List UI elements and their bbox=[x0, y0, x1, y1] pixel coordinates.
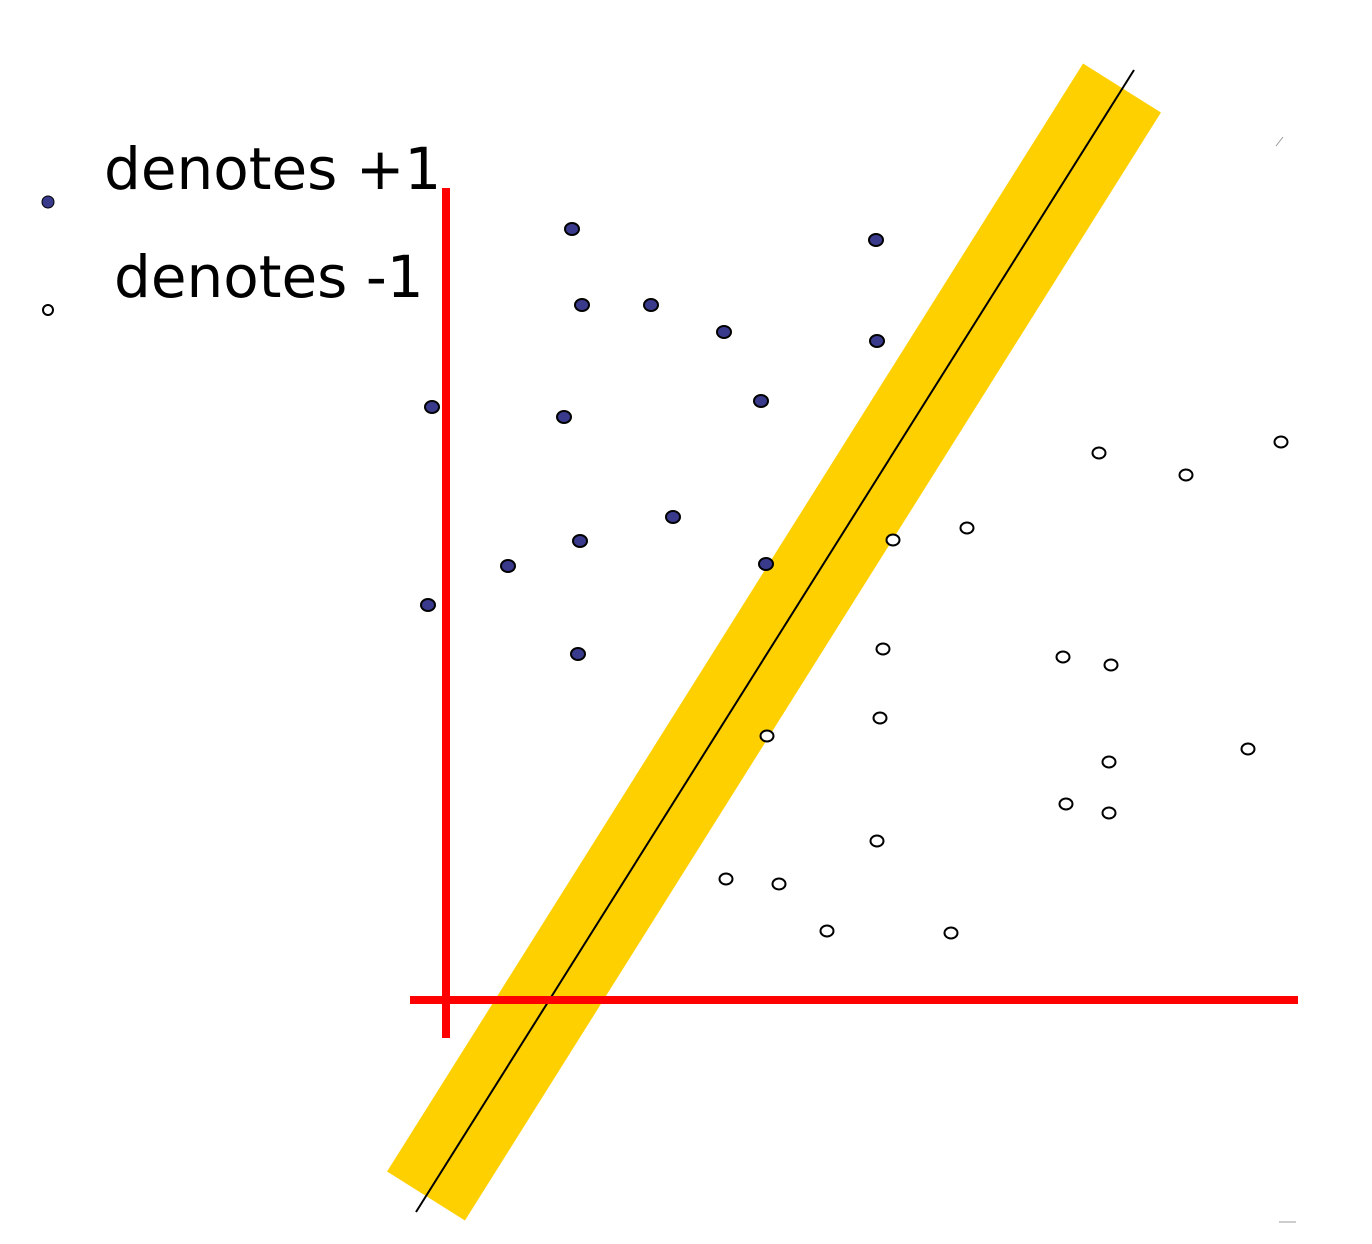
positive-point bbox=[564, 222, 580, 236]
legend-negative: denotes -1 bbox=[40, 243, 424, 316]
hollow-dot-icon bbox=[40, 269, 56, 316]
negative-point bbox=[819, 924, 835, 938]
positive-point bbox=[572, 534, 588, 548]
negative-point bbox=[959, 521, 975, 535]
negative-point bbox=[771, 877, 787, 891]
negative-point bbox=[869, 834, 885, 848]
positive-point bbox=[869, 334, 885, 348]
negative-point bbox=[1178, 468, 1194, 482]
negative-point bbox=[872, 711, 888, 725]
stray-mark bbox=[1275, 136, 1284, 147]
filled-dot-icon bbox=[40, 161, 56, 209]
positive-point bbox=[643, 298, 659, 312]
positive-point bbox=[556, 410, 572, 424]
legend-negative-label: denotes -1 bbox=[114, 243, 424, 311]
legend-positive-label: denotes +1 bbox=[104, 135, 442, 203]
positive-point bbox=[574, 298, 590, 312]
negative-point bbox=[1273, 435, 1289, 449]
legend-positive: denotes +1 bbox=[40, 135, 442, 209]
negative-point bbox=[885, 533, 901, 547]
positive-point bbox=[665, 510, 681, 524]
negative-point bbox=[1240, 742, 1256, 756]
negative-point bbox=[1101, 755, 1117, 769]
positive-point bbox=[500, 559, 516, 573]
negative-point bbox=[943, 926, 959, 940]
negative-point bbox=[1091, 446, 1107, 460]
negative-point bbox=[759, 729, 775, 743]
positive-point bbox=[420, 598, 436, 612]
positive-point bbox=[716, 325, 732, 339]
negative-point bbox=[875, 642, 891, 656]
positive-point bbox=[753, 394, 769, 408]
positive-point bbox=[424, 400, 440, 414]
positive-point bbox=[758, 557, 774, 571]
negative-point bbox=[1101, 806, 1117, 820]
negative-point bbox=[718, 872, 734, 886]
negative-point bbox=[1055, 650, 1071, 664]
positive-point bbox=[570, 647, 586, 661]
decision-boundary bbox=[415, 69, 1135, 1213]
negative-point bbox=[1058, 797, 1074, 811]
positive-point bbox=[868, 233, 884, 247]
negative-point bbox=[1103, 658, 1119, 672]
